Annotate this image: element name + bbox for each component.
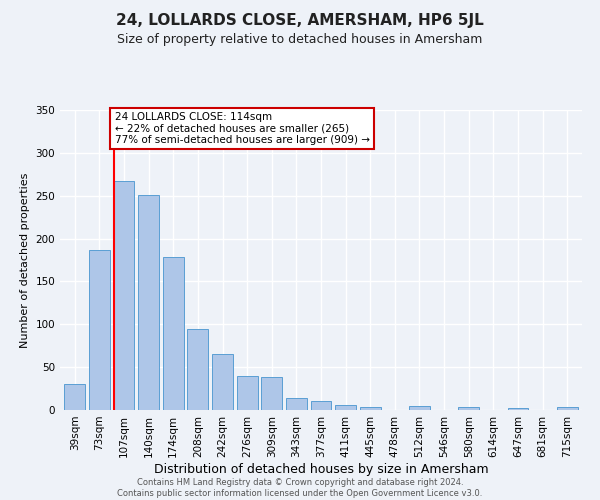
Bar [557,408,578,410]
Bar [163,258,184,410]
Bar [236,376,257,410]
X-axis label: Distribution of detached houses by size in Amersham: Distribution of detached houses by size … [154,462,488,475]
Text: 24, LOLLARDS CLOSE, AMERSHAM, HP6 5JL: 24, LOLLARDS CLOSE, AMERSHAM, HP6 5JL [116,12,484,28]
Bar [409,406,430,410]
Text: 24 LOLLARDS CLOSE: 114sqm
← 22% of detached houses are smaller (265)
77% of semi: 24 LOLLARDS CLOSE: 114sqm ← 22% of detac… [115,112,370,145]
Bar [360,406,381,410]
Text: Contains HM Land Registry data © Crown copyright and database right 2024.
Contai: Contains HM Land Registry data © Crown c… [118,478,482,498]
Bar [64,384,85,410]
Text: Size of property relative to detached houses in Amersham: Size of property relative to detached ho… [118,32,482,46]
Bar [113,181,134,410]
Bar [458,408,479,410]
Bar [311,402,331,410]
Bar [286,398,307,410]
Bar [335,405,356,410]
Bar [187,328,208,410]
Y-axis label: Number of detached properties: Number of detached properties [20,172,30,348]
Bar [508,408,529,410]
Bar [138,195,159,410]
Bar [89,250,110,410]
Bar [261,376,282,410]
Bar [212,354,233,410]
